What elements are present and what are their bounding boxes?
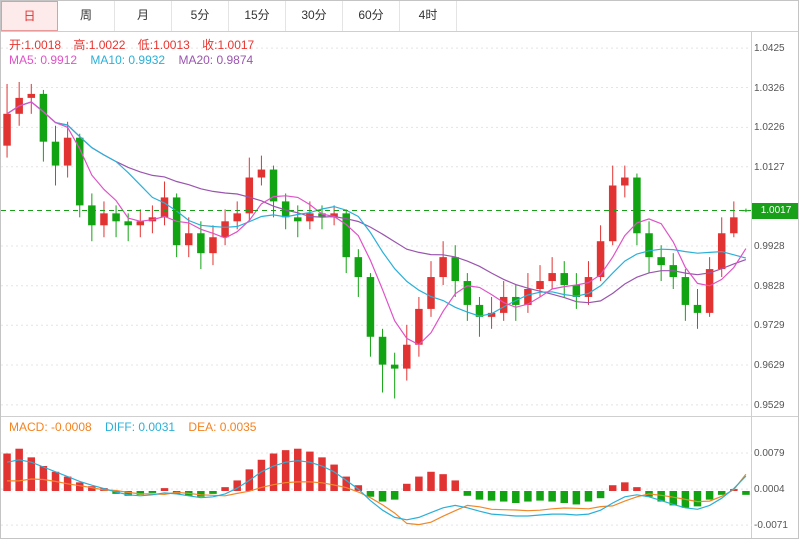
tab-m5[interactable]: 5分 xyxy=(172,1,229,31)
last-price-tag: 1.0017 xyxy=(752,202,798,219)
timeframe-tabbar: 日周月 5分 15分 30分 60分 4时 xyxy=(1,1,798,32)
open-value: 开:1.0018 xyxy=(9,38,62,52)
price-axis-label: 1.0127 xyxy=(754,161,785,173)
main-chart-panel[interactable]: 开:1.0018 高:1.0022 低:1.0013 收:1.0017 MA5:… xyxy=(1,31,752,416)
price-axis-label: 1.0226 xyxy=(754,122,785,134)
low-value: 低:1.0013 xyxy=(137,38,190,52)
tab-m60[interactable]: 60分 xyxy=(343,1,400,31)
tab-m15[interactable]: 15分 xyxy=(229,1,286,31)
candlestick-chart[interactable] xyxy=(1,31,752,416)
ma20-value: MA20: 0.9874 xyxy=(178,53,254,67)
ma10-value: MA10: 0.9932 xyxy=(90,53,166,67)
ma-legend: MA5: 0.9912 MA10: 0.9932 MA20: 0.9874 xyxy=(9,53,263,67)
tab-day[interactable]: 日 xyxy=(1,1,58,31)
price-axis-label: 1.0425 xyxy=(754,43,785,55)
ma5-value: MA5: 0.9912 xyxy=(9,53,78,67)
macd-value: MACD: -0.0008 xyxy=(9,420,92,434)
close-value: 收:1.0017 xyxy=(202,38,255,52)
price-axis-label: 0.9928 xyxy=(754,240,785,252)
tab-month[interactable]: 月 xyxy=(115,1,172,31)
ohlc-readout: 开:1.0018 高:1.0022 低:1.0013 收:1.0017 xyxy=(9,36,263,53)
macd-axis-label: -0.0071 xyxy=(754,520,788,532)
price-axis-label: 0.9529 xyxy=(754,399,785,411)
macd-axis-label: 0.0079 xyxy=(754,448,785,460)
price-axis-label: 0.9629 xyxy=(754,360,785,372)
macd-chart[interactable] xyxy=(1,417,752,539)
tab-h4[interactable]: 4时 xyxy=(400,1,457,31)
macd-readout: MACD: -0.0008 DIFF: 0.0031 DEA: 0.0035 xyxy=(9,420,266,434)
macd-panel[interactable]: MACD: -0.0008 DIFF: 0.0031 DEA: 0.0035 xyxy=(1,417,752,539)
axis-separator-line xyxy=(751,31,752,538)
macd-axis-label: 0.0004 xyxy=(754,484,785,496)
diff-value: DIFF: 0.0031 xyxy=(105,420,176,434)
high-value: 高:1.0022 xyxy=(73,38,126,52)
price-axis-label: 0.9729 xyxy=(754,320,785,332)
tab-week[interactable]: 周 xyxy=(58,1,115,31)
panel-divider xyxy=(1,416,798,417)
dea-value: DEA: 0.0035 xyxy=(188,420,257,434)
tab-m30[interactable]: 30分 xyxy=(286,1,343,31)
price-axis-label: 0.9828 xyxy=(754,280,785,292)
price-axis-label: 1.0326 xyxy=(754,82,785,94)
